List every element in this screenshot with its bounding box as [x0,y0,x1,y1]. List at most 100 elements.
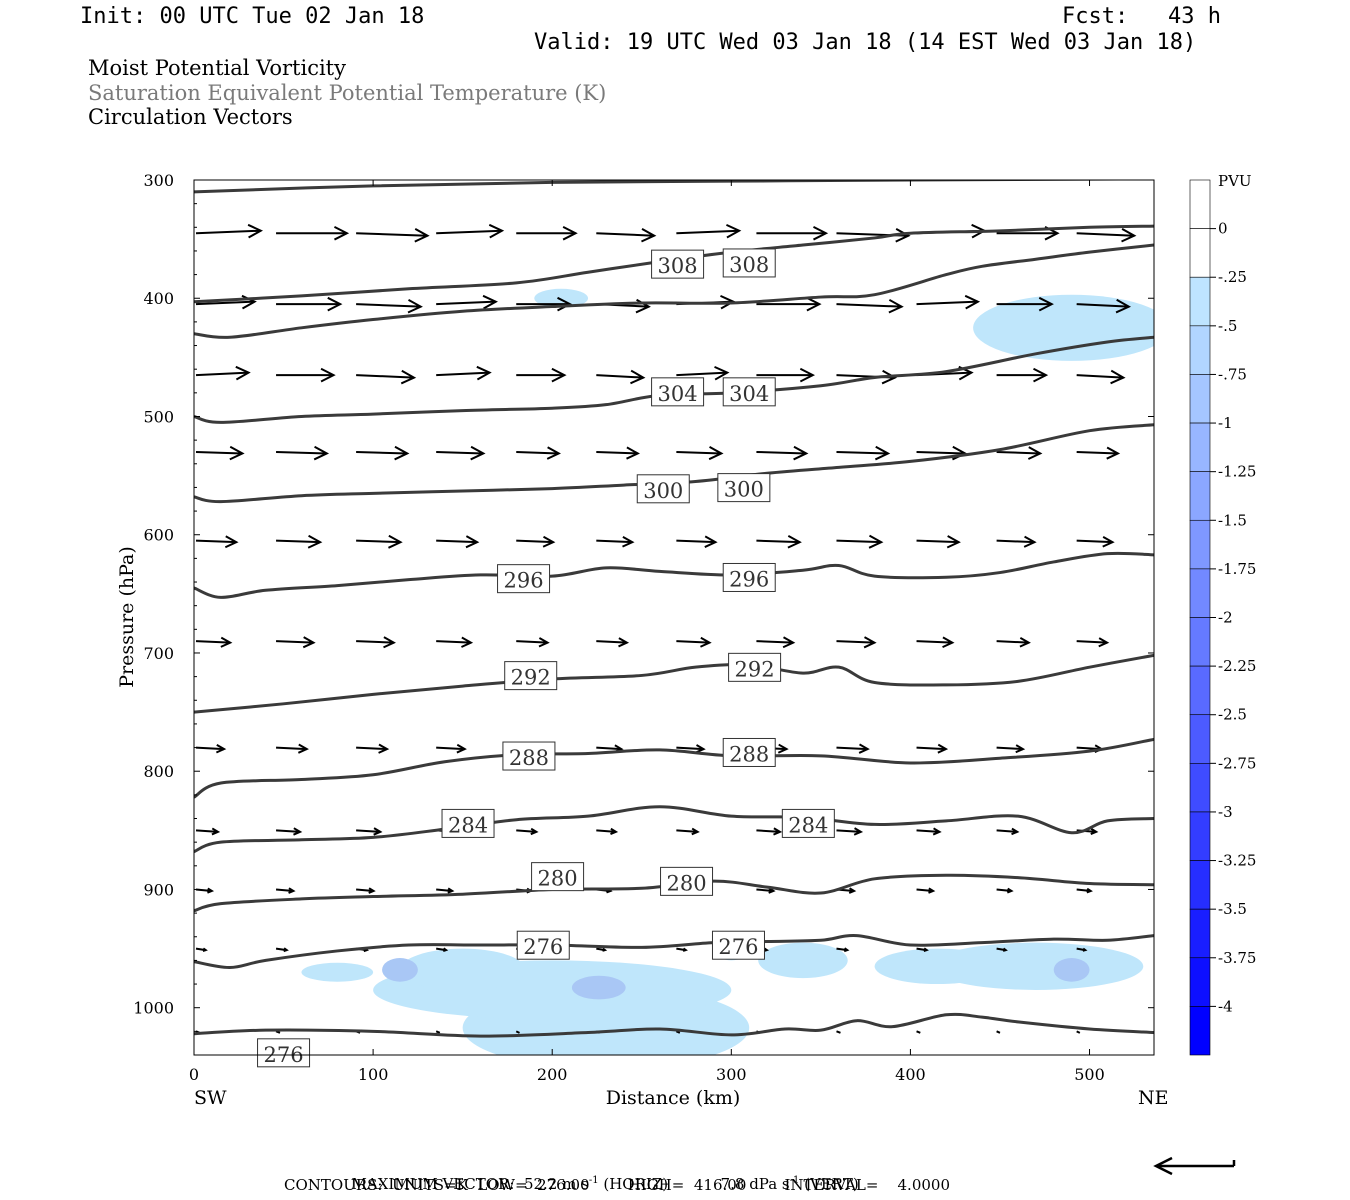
vector-arrowhead [610,827,619,836]
vector-arrowhead [1011,827,1020,836]
circulation-vector [1076,640,1108,644]
colorbar-swatch [1189,908,1211,959]
circulation-vector [676,829,698,833]
circulation-vector [356,232,428,237]
circulation-vector [516,539,554,544]
contour-label: 284 [788,813,828,837]
contour-label-box [722,377,776,407]
vector-arrowhead [211,827,221,836]
colorbar-swatch [1189,811,1211,861]
theta-contour-line [194,224,1154,304]
circulation-vector [916,640,953,644]
colorbar-swatch [1189,179,1211,229]
x-tick-label: 300 [716,1065,747,1084]
colorbar-label: -1.25 [1218,463,1256,481]
colorbar-label: -2.25 [1218,657,1256,675]
y-axis: 300 400 500 600 700 800 900 1000 [133,171,1154,1032]
colorbar-swatch [1189,714,1211,764]
colorbar-unit: PVU [1218,172,1252,190]
circulation-vector [836,450,889,455]
contours-info: CONTOURS: UNITS=K LOW= 276.00 HIGH= 416.… [284,1176,950,1194]
contour-labels: 308 308 304 304 300 300 296 296 292 292 288 288 284 2… [257,248,835,1068]
circulation-vector [516,640,548,644]
contour-label: 288 [729,742,769,766]
circulation-vector [996,450,1041,455]
vector-arrowhead [622,535,635,548]
ne-label: NE [1138,1087,1169,1109]
colorbar-swatch [1189,568,1211,618]
vector-arrowhead [442,947,449,952]
circulation-vector [596,450,638,455]
vector-arrowhead [327,296,343,312]
vector-arrowhead [942,636,955,649]
colorbar-swatch [1189,228,1211,278]
circulation-vector [675,1030,681,1034]
vector-arrowhead [320,367,336,383]
vector-arrowhead [538,637,550,648]
vector-arrowhead [383,636,396,649]
circulation-vector [436,300,496,306]
sw-label: SW [194,1087,227,1109]
contour-label: 284 [448,813,488,837]
vert-max-exponent: -1 [789,1175,800,1186]
contour-label: 308 [729,253,769,277]
vector-arrowhead [895,228,911,243]
colorbar-label: -4 [1218,997,1233,1015]
init-time: Init: 00 UTC Tue 02 Jan 18 [80,4,425,29]
pv-shade-blob [534,288,589,308]
vector-arrowhead [488,223,505,239]
contour-label-box [651,377,705,407]
contour-label: 296 [504,569,544,593]
circulation-vector [1076,1030,1081,1034]
circulation-vector [1076,450,1118,455]
valid-time: Valid: 19 UTC Wed 03 Jan 18 (14 EST Wed … [534,30,1197,55]
vector-arrowhead [229,445,245,461]
circulation-vector [436,229,503,235]
vector-arrowhead [602,947,608,952]
circulation-vector [836,1030,841,1034]
theta-contour-line [194,934,1154,970]
colorbar-swatch [1189,374,1211,424]
circulation-vector [756,640,794,644]
pv-shade-blob [301,962,374,982]
contour-label-box [497,564,551,594]
circulation-vector [756,888,774,892]
pv-shade-blob [928,942,1144,990]
circulation-vector [195,539,237,544]
vector-arrowhead [456,743,467,754]
max-vector-line: MAXIMUM VECTOR: 52.2 m s-1 (HORIZ) 7.8 d… [342,1157,859,1193]
vector-arrowhead [551,367,567,383]
y-tick-label: 700 [143,644,174,663]
contour-label-box [722,248,776,278]
circulation-vector [676,229,740,235]
circulation-vector [596,374,644,379]
title-moist-pv: Moist Potential Vorticity [88,56,346,80]
contour-label-box [504,661,558,691]
circulation-vector [676,539,716,544]
contour-label-box [660,866,714,896]
contour-label-box [441,808,495,838]
circulation-vector [996,640,1029,644]
circulation-vector [756,539,800,544]
circulation-vector [916,829,940,833]
circulation-vector [195,746,225,751]
horiz-tag: (HORIZ) [603,1175,669,1193]
vert-max-value: 7.8 [720,1175,745,1193]
max-vector-label: MAXIMUM VECTOR: [351,1175,515,1193]
circulation-vector [435,1030,441,1034]
vector-arrowhead [874,445,891,461]
vector-arrowhead [461,636,474,648]
circulation-vector [756,450,807,455]
circulation-vector [356,829,381,833]
colorbar-label: 0 [1218,220,1228,238]
contour-label-box [722,562,776,592]
colorbar-swatch [1189,665,1211,716]
vector-arrowhead [773,827,783,836]
vector-arrowhead [799,367,816,383]
vector-arrowhead [1002,947,1008,952]
circulation-vector [596,232,655,237]
circulation-vector [356,888,374,892]
colorbar-label: -1 [1218,414,1233,432]
vector-arrowhead [1038,296,1054,312]
